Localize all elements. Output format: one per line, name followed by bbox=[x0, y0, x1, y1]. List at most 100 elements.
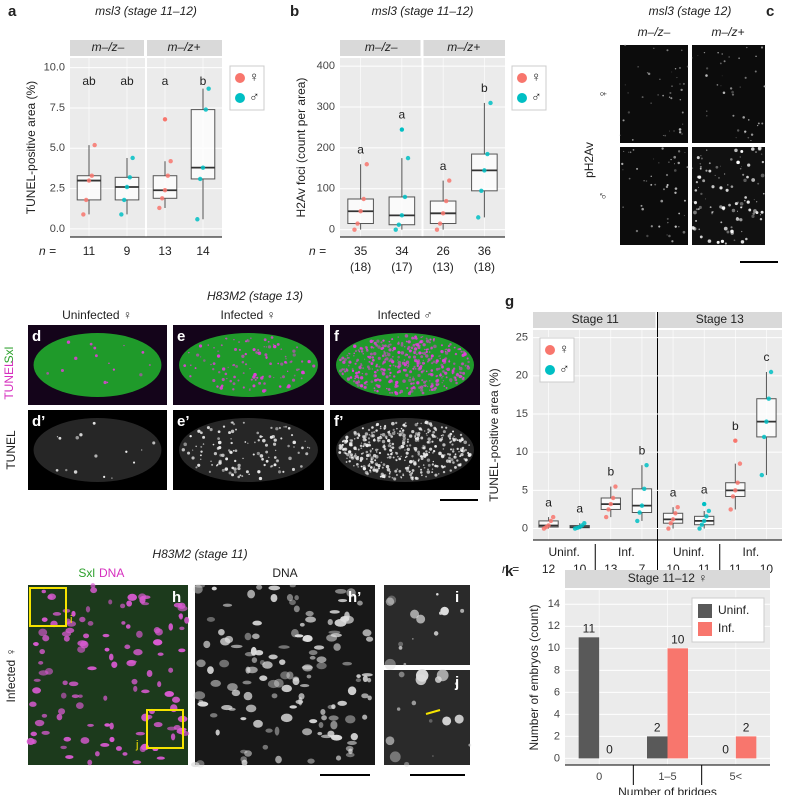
panel-letter: h bbox=[172, 589, 181, 606]
panel-letter: d bbox=[32, 328, 41, 345]
image-speckle bbox=[370, 361, 374, 365]
image-speckle bbox=[346, 452, 350, 457]
image-speckle bbox=[365, 450, 369, 454]
image-speckle bbox=[273, 438, 277, 442]
point bbox=[352, 227, 357, 232]
nucleus bbox=[329, 734, 341, 739]
image-speckle bbox=[400, 341, 404, 345]
nucleus bbox=[109, 722, 114, 730]
point bbox=[89, 173, 95, 178]
nucleus bbox=[38, 628, 48, 637]
nucleus bbox=[30, 731, 38, 737]
nucleus bbox=[115, 746, 122, 751]
image-speckle bbox=[346, 354, 349, 357]
outlier bbox=[701, 501, 707, 507]
column-label: Infected ♂ bbox=[377, 308, 432, 322]
image-speckle bbox=[413, 462, 417, 466]
image-speckle bbox=[717, 52, 719, 54]
image-speckle bbox=[453, 456, 456, 458]
image-speckle bbox=[468, 743, 472, 747]
nucleus bbox=[179, 626, 185, 631]
significance-letter: b bbox=[607, 465, 614, 479]
image-speckle bbox=[353, 454, 357, 458]
image-speckle bbox=[389, 445, 392, 447]
image-speckle bbox=[740, 166, 742, 168]
image-speckle bbox=[751, 178, 756, 182]
image-speckle bbox=[235, 428, 237, 431]
image-speckle bbox=[428, 719, 433, 723]
image-speckle bbox=[398, 646, 403, 650]
nucleus bbox=[280, 671, 290, 680]
nucleus bbox=[253, 719, 263, 728]
nucleus bbox=[309, 655, 316, 660]
image-speckle bbox=[241, 360, 245, 364]
nucleus bbox=[330, 720, 338, 730]
image-speckle bbox=[416, 360, 419, 363]
image-speckle bbox=[628, 177, 631, 180]
image-speckle bbox=[413, 386, 417, 390]
image-speckle bbox=[428, 380, 431, 382]
image-speckle bbox=[244, 340, 248, 343]
image-speckle bbox=[233, 470, 237, 474]
image-speckle bbox=[723, 173, 726, 175]
image-speckle bbox=[425, 432, 428, 435]
nucleus bbox=[68, 681, 79, 687]
box bbox=[756, 398, 777, 438]
image-speckle bbox=[674, 187, 678, 190]
image-speckle bbox=[402, 473, 404, 475]
nucleus bbox=[168, 667, 174, 673]
n-sub-label: (18) bbox=[474, 260, 495, 274]
image-speckle bbox=[221, 367, 226, 371]
image-speckle bbox=[743, 178, 747, 183]
image-speckle bbox=[697, 186, 700, 188]
image-speckle bbox=[451, 369, 455, 372]
image-speckle bbox=[275, 459, 279, 463]
significance-letter: a bbox=[545, 495, 552, 509]
image-speckle bbox=[757, 122, 760, 125]
image-speckle bbox=[216, 385, 219, 388]
image-speckle bbox=[265, 356, 268, 359]
image-speckle bbox=[666, 234, 668, 236]
image-speckle bbox=[231, 473, 234, 477]
image-speckle bbox=[307, 446, 309, 449]
image-speckle bbox=[424, 420, 429, 424]
image-speckle bbox=[438, 367, 441, 370]
image-speckle bbox=[372, 346, 375, 349]
point bbox=[447, 178, 452, 183]
image-speckle bbox=[444, 371, 448, 375]
image-speckle bbox=[627, 92, 629, 94]
image-speckle bbox=[395, 452, 399, 455]
image-speckle bbox=[442, 716, 452, 726]
nucleus bbox=[279, 659, 286, 665]
image-speckle bbox=[706, 110, 708, 112]
image-speckle bbox=[281, 375, 286, 379]
image-speckle bbox=[406, 387, 409, 390]
nucleus bbox=[157, 652, 164, 656]
image-speckle bbox=[449, 441, 452, 444]
image-speckle bbox=[218, 371, 221, 374]
nucleus bbox=[337, 700, 348, 706]
image-speckle bbox=[468, 444, 470, 446]
image-speckle bbox=[739, 156, 741, 158]
image-speckle bbox=[373, 351, 377, 356]
image-speckle bbox=[666, 49, 669, 52]
image-speckle bbox=[447, 348, 451, 352]
image-speckle bbox=[355, 381, 359, 385]
image-speckle bbox=[731, 208, 736, 213]
nucleus bbox=[34, 719, 45, 727]
image-speckle bbox=[256, 431, 260, 435]
image-speckle bbox=[405, 340, 408, 343]
image-speckle bbox=[661, 147, 664, 150]
nucleus bbox=[289, 599, 296, 606]
image-speckle bbox=[742, 206, 743, 208]
nucleus bbox=[305, 616, 316, 623]
image-speckle bbox=[377, 345, 381, 349]
image-speckle bbox=[382, 361, 385, 364]
image-speckle bbox=[744, 76, 747, 79]
nucleus bbox=[286, 594, 294, 602]
image-speckle bbox=[252, 384, 256, 388]
image-speckle bbox=[270, 426, 273, 429]
image-speckle bbox=[383, 474, 387, 478]
point bbox=[768, 369, 774, 375]
image-speckle bbox=[400, 427, 403, 430]
